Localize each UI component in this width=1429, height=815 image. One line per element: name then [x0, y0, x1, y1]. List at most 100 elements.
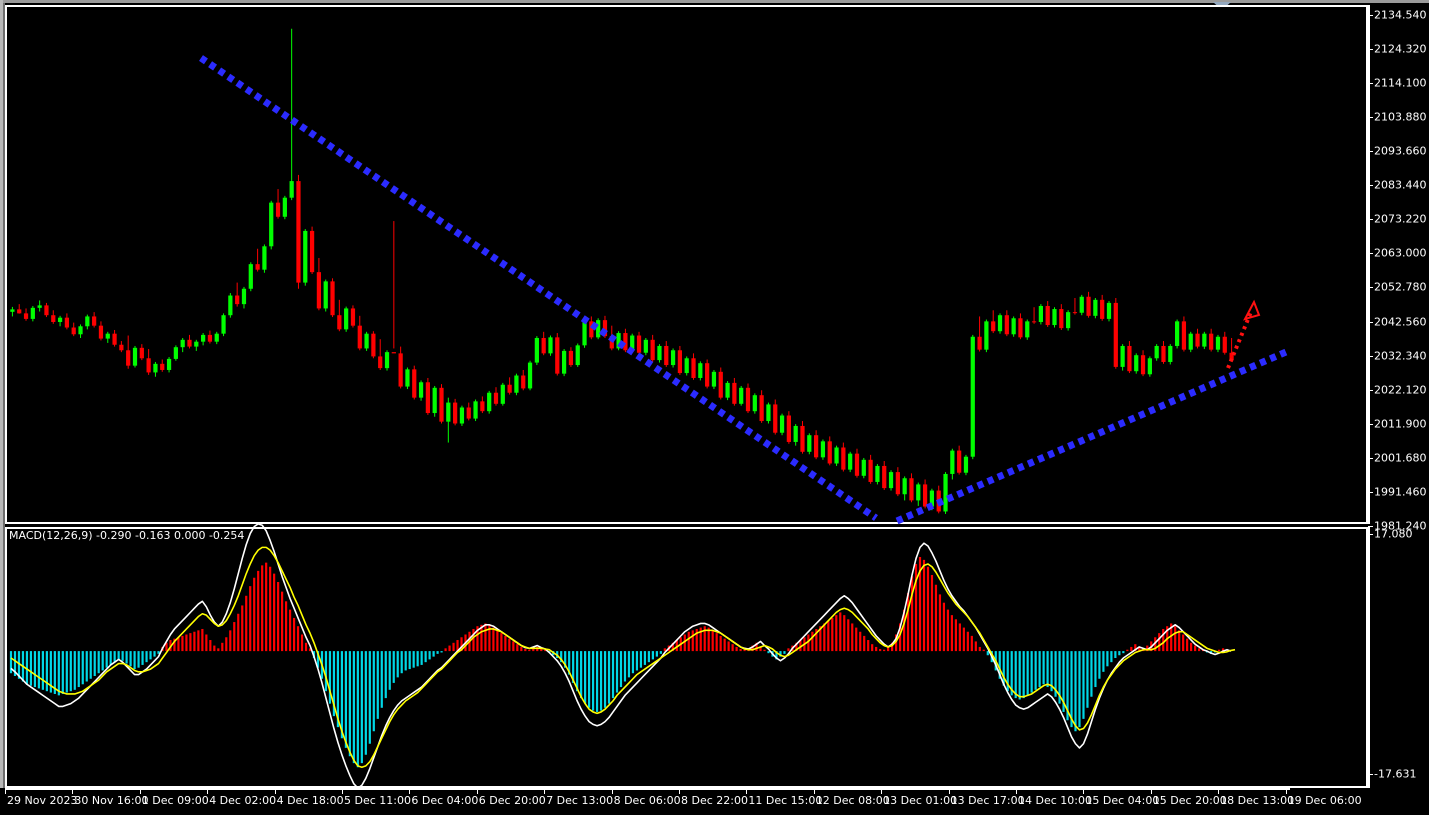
- candle-body: [779, 415, 785, 433]
- candle-body: [391, 352, 396, 354]
- price-axis-tick-label: 2114.100: [1374, 76, 1427, 90]
- candle-body: [235, 295, 240, 305]
- candle-body: [126, 350, 131, 366]
- candle-body: [691, 358, 696, 378]
- price-tick-mark: [1368, 423, 1373, 425]
- candle-body: [1181, 321, 1187, 350]
- candle-body: [929, 490, 935, 507]
- macd-line: [10, 523, 1232, 789]
- candle-body: [1127, 345, 1132, 372]
- candle-body: [868, 459, 873, 482]
- candle-body: [1188, 333, 1193, 350]
- candle-body: [194, 341, 199, 347]
- candle-body: [180, 339, 185, 348]
- time-tick-mark: [1218, 788, 1220, 794]
- price-axis-tick-label: 2093.660: [1374, 144, 1427, 158]
- price-tick-mark: [1368, 287, 1373, 289]
- candle-body: [439, 387, 444, 422]
- candle-body: [1106, 302, 1112, 319]
- price-tick-mark: [1368, 491, 1373, 493]
- macd-axis-tick-label: -17.631: [1374, 767, 1417, 781]
- time-axis-line: [5, 788, 1290, 790]
- candle-body: [636, 335, 642, 353]
- time-tick-mark: [679, 788, 680, 794]
- forecast-arrow-head[interactable]: [1243, 299, 1261, 321]
- candle-body: [405, 369, 410, 387]
- candle-body: [1202, 333, 1207, 347]
- candle-body: [453, 402, 458, 424]
- candle-body: [98, 325, 104, 339]
- candle-body: [1025, 321, 1030, 338]
- forecast-arrow-shaft[interactable]: [1226, 311, 1253, 369]
- time-axis-tick-label: 13 Dec 01:00: [883, 794, 958, 807]
- candle-body: [303, 230, 308, 283]
- candle-body: [963, 456, 969, 473]
- time-axis-tick-label: 18 Dec 13:00: [1220, 794, 1295, 807]
- candle-body: [922, 484, 928, 507]
- candle-body: [316, 272, 322, 309]
- candle-body: [78, 326, 83, 335]
- price-axis-tick-label: 2124.320: [1374, 42, 1427, 56]
- time-axis[interactable]: 29 Nov 2023 30 Nov 16:00 1 Dec 09:00 4 Dec …: [0, 788, 1429, 815]
- macd-signal-line: [10, 546, 1236, 769]
- time-tick-mark: [1150, 788, 1152, 794]
- candle-body: [201, 334, 206, 342]
- macd-axis[interactable]: 17.080 -17.631: [1368, 527, 1429, 788]
- time-axis-tick-label: 13 Dec 17:00: [950, 794, 1025, 807]
- candle-body: [643, 339, 648, 353]
- candle-body: [1011, 318, 1016, 335]
- downtrend-line[interactable]: [199, 55, 878, 521]
- price-axis-tick-label: 2083.440: [1374, 178, 1427, 192]
- time-axis-tick-label: 15 Dec 20:00: [1152, 794, 1227, 807]
- price-axis-tick-label: 2073.220: [1374, 212, 1427, 226]
- time-tick-mark: [1083, 788, 1085, 794]
- price-axis-line: [1368, 5, 1370, 524]
- drawings-layer[interactable]: [7, 7, 1366, 525]
- candle-body: [800, 425, 805, 452]
- candle-body: [773, 404, 778, 433]
- candle-body: [882, 465, 887, 489]
- candle-body: [711, 371, 717, 387]
- macd-indicator-pane[interactable]: [5, 523, 1368, 789]
- candle-body: [344, 308, 349, 330]
- price-axis-tick-label: 2001.680: [1374, 451, 1427, 465]
- candle-body: [521, 375, 526, 389]
- window-frame-top: [0, 0, 1429, 3]
- candle-body: [248, 264, 253, 289]
- window-frame-left: [0, 0, 3, 800]
- price-chart-pane[interactable]: [5, 5, 1368, 525]
- candle-body: [854, 453, 860, 476]
- time-axis-tick-label: 7 Dec 13:00: [546, 794, 614, 807]
- candle-body: [1018, 318, 1023, 338]
- candle-body: [575, 345, 580, 366]
- candle-body: [977, 336, 982, 350]
- candle-body: [507, 384, 512, 393]
- candle-body: [861, 459, 866, 476]
- candle-body: [786, 415, 791, 442]
- candle-body: [398, 353, 403, 387]
- candle-body: [1004, 315, 1009, 335]
- candle-body: [105, 333, 110, 339]
- candle-body: [718, 371, 723, 398]
- time-axis-tick-label: 6 Dec 04:00: [411, 794, 479, 807]
- price-axis-tick-label: 2134.540: [1374, 8, 1427, 22]
- price-axis[interactable]: 2134.540 2124.320 2114.100 2103.880 2093.660…: [1368, 5, 1429, 531]
- time-tick-mark: [5, 788, 6, 794]
- candle-body: [487, 392, 492, 412]
- candle-body: [616, 333, 621, 349]
- candle-body: [902, 478, 907, 495]
- candle-body: [330, 281, 335, 316]
- macd-tick-mark: [1368, 534, 1373, 535]
- candle-body: [309, 230, 315, 273]
- candle-body: [1059, 309, 1064, 329]
- price-tick-mark: [1368, 321, 1373, 323]
- uptrend-line[interactable]: [895, 348, 1288, 525]
- time-axis-tick-label: 15 Dec 04:00: [1085, 794, 1160, 807]
- price-axis-tick-label: 2103.880: [1374, 110, 1427, 124]
- candle-body: [568, 350, 574, 366]
- macd-tick-mark: [1368, 774, 1373, 775]
- candle-body: [173, 347, 178, 359]
- time-axis-tick-label: 11 Dec 15:00: [748, 794, 823, 807]
- candle-body: [602, 320, 608, 337]
- time-tick-mark: [611, 788, 613, 794]
